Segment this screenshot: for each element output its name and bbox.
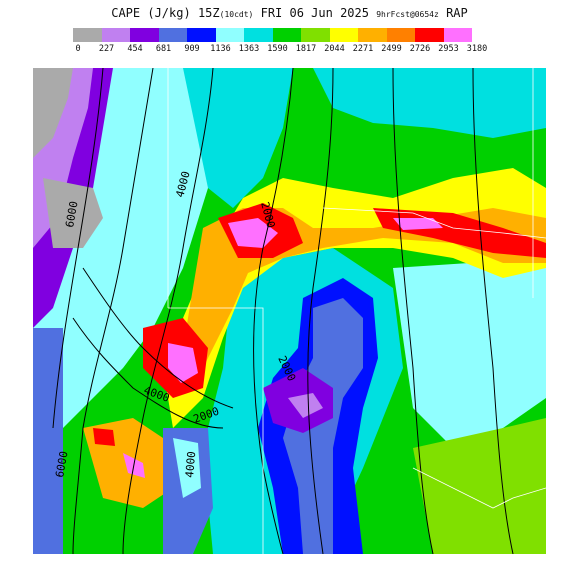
color-scale-label: 227 — [98, 44, 115, 54]
color-scale-label: 0 — [75, 44, 81, 54]
state-borders — [167, 68, 546, 554]
contour-lines — [52, 68, 514, 554]
contour-line — [82, 267, 234, 409]
contour-label: 6000 — [63, 200, 80, 228]
color-swatch — [358, 28, 387, 42]
title-date: FRI 06 Jun 2025 — [260, 6, 369, 20]
color-scale-label: 2271 — [352, 44, 374, 54]
region-gray-nw — [33, 68, 73, 158]
contour-line — [52, 68, 104, 429]
region-medblue-central — [283, 298, 363, 554]
color-scale-label: 2953 — [438, 44, 459, 54]
region-pink-north — [228, 218, 278, 248]
title-field: CAPE (J/kg) — [111, 6, 191, 20]
region-pink-southwest — [168, 343, 198, 383]
border-line — [412, 467, 546, 509]
contour-line — [122, 68, 214, 554]
cape-map: 6000 4000 2000 2000 4000 2000 6000 4000 — [33, 68, 546, 554]
title-valid-local: (10cdt) — [219, 10, 254, 19]
color-swatch — [386, 28, 415, 42]
color-scale-label: 2499 — [381, 44, 402, 54]
color-swatch — [187, 28, 216, 42]
contour-line — [472, 68, 514, 554]
region-teal-north — [183, 68, 293, 208]
color-swatch — [301, 28, 330, 42]
title-forecast: 9hrFcst@0654z — [376, 10, 439, 19]
color-swatch — [215, 28, 244, 42]
color-scale-label: 454 — [127, 44, 143, 54]
contour-label: 4000 — [183, 451, 198, 479]
color-swatch — [415, 28, 444, 42]
color-swatch — [130, 28, 159, 42]
color-scale-label: 1590 — [267, 44, 288, 54]
title-model: RAP — [446, 6, 468, 20]
color-scale-bar — [73, 28, 472, 42]
color-scale-label: 2044 — [324, 44, 345, 54]
color-scale-label: 2726 — [409, 44, 431, 54]
region-red-sw — [93, 428, 115, 446]
contour-line — [392, 68, 434, 554]
color-scale-labels: 0 227 454 681 909 1136 1363 1590 1817 2044 2271 249… — [61, 44, 531, 56]
color-swatch — [329, 28, 358, 42]
color-swatch — [158, 28, 187, 42]
contour-line — [307, 68, 334, 554]
contour-line — [72, 68, 154, 554]
color-swatch — [443, 28, 472, 42]
region-cyan-east — [393, 258, 546, 448]
region-cyan-south — [173, 438, 201, 498]
chart-title: CAPE (J/kg) 15Z(10cdt) FRI 06 Jun 2025 9… — [0, 6, 579, 20]
region-teal-northeast — [313, 68, 546, 138]
color-swatch — [244, 28, 273, 42]
cape-map-svg: 6000 4000 2000 2000 4000 2000 6000 4000 — [33, 68, 546, 554]
color-scale-label: 1363 — [238, 44, 260, 54]
contour-line — [72, 317, 224, 429]
color-scale-label: 1817 — [295, 44, 317, 54]
region-blue-sw — [33, 328, 63, 554]
color-swatch — [101, 28, 130, 42]
color-scale-label: 681 — [155, 44, 172, 54]
border-line — [322, 207, 546, 239]
title-valid: 15Z — [197, 6, 220, 20]
color-scale-label: 1136 — [210, 44, 231, 54]
contour-label: 6000 — [53, 450, 70, 478]
color-swatch — [73, 28, 102, 42]
region-gray-w — [43, 178, 103, 248]
color-scale-label: 909 — [184, 44, 200, 54]
border-line — [168, 307, 264, 554]
region-pink-east — [393, 218, 443, 230]
region-green-southeast — [413, 418, 546, 554]
color-scale-label: 3180 — [466, 44, 488, 54]
region-lavender-central — [288, 393, 323, 418]
color-swatch — [272, 28, 301, 42]
contour-line — [253, 68, 294, 554]
